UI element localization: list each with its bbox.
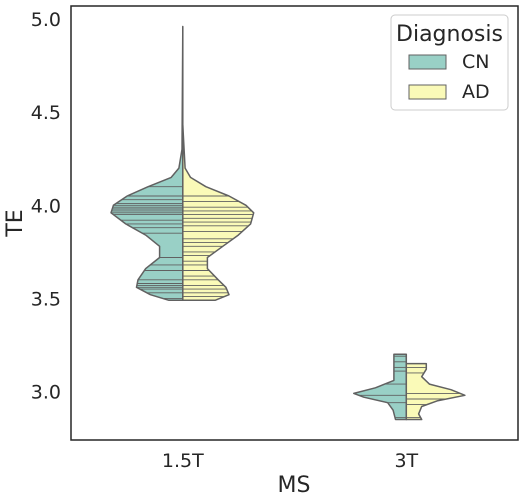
violin-body-3T-CN [353, 353, 408, 421]
violin-1.5T-AD [182, 124, 255, 302]
x-axis-label: MS [278, 473, 311, 498]
y-tick-label: 5.0 [31, 9, 61, 31]
plot-area [110, 25, 466, 421]
legend: Diagnosis CN AD [390, 14, 509, 111]
violin-body-1.5T-CN [110, 25, 184, 302]
violin-1.5T-CN [110, 25, 184, 302]
x-tick-label: 3T [394, 450, 418, 472]
y-axis-label: TE [3, 209, 28, 237]
y-axis-ticks: 3.0 3.5 4.0 4.5 5.0 [31, 9, 61, 404]
axes-frame [70, 5, 519, 441]
x-axis-ticks: 1.5T 3T [162, 450, 419, 472]
violin-body-1.5T-AD [182, 124, 255, 302]
legend-label-CN: CN [462, 51, 489, 73]
legend-swatch-CN [408, 54, 447, 70]
violin-body-3T-AD [405, 362, 466, 421]
violin-3T-AD [405, 362, 466, 421]
y-tick-label: 3.0 [31, 382, 61, 404]
y-tick-label: 4.5 [31, 102, 61, 124]
y-tick-label: 3.5 [31, 288, 61, 310]
legend-label-AD: AD [462, 81, 490, 103]
legend-swatch-AD [408, 84, 447, 100]
violin-3T-CN [353, 353, 408, 421]
legend-title: Diagnosis [396, 22, 503, 47]
legend-entries: CN AD [408, 51, 490, 103]
y-tick-label: 4.0 [31, 195, 61, 217]
x-tick-label: 1.5T [162, 450, 204, 472]
